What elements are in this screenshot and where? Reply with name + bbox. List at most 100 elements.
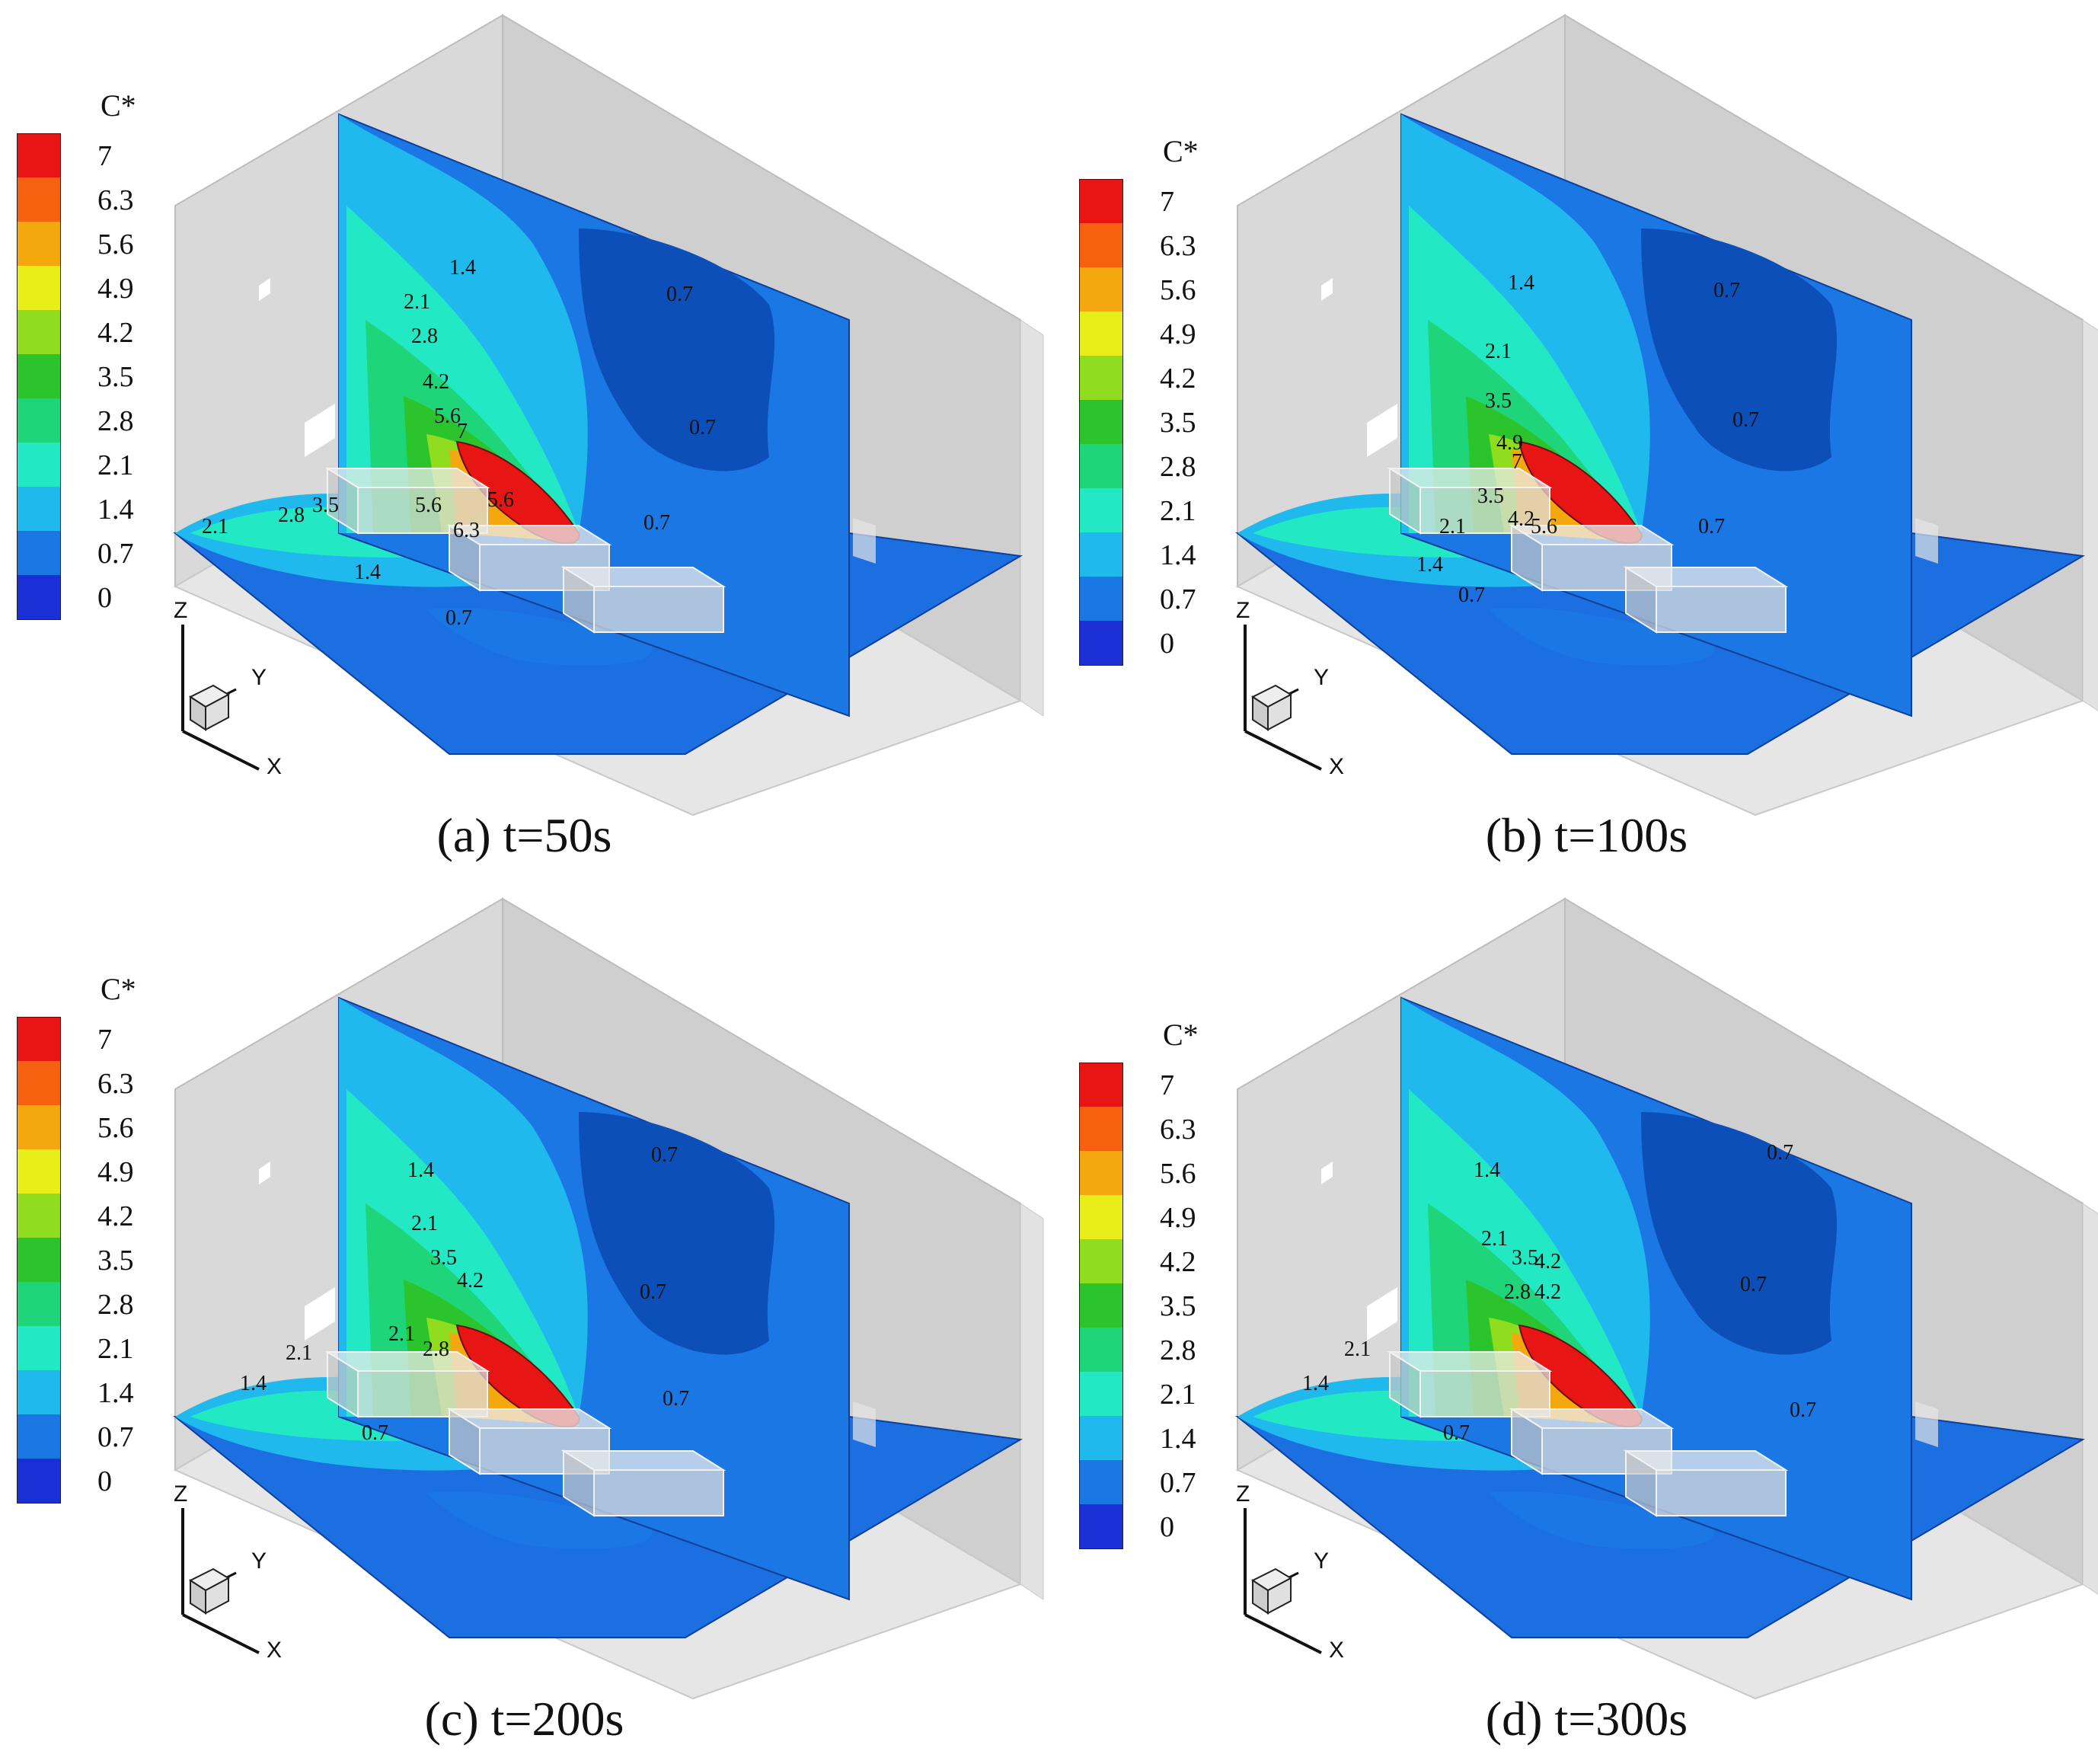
axis-triad [1244,625,1322,771]
legend-swatch [17,177,61,222]
contour-label: 0.7 [445,606,472,630]
legend-swatch [1079,356,1123,400]
axis-triad [181,625,260,771]
axis-label-y: Y [251,665,267,690]
contour-label: 1.4 [1302,1372,1329,1395]
legend-label: 3.5 [97,1245,134,1277]
equipment-block [1387,1350,1553,1418]
legend-label: 2.8 [97,1289,134,1321]
floor-region-0-7 [426,1491,653,1549]
contour-label: 4.9 [1496,431,1523,455]
equipment-block [324,467,490,535]
outlet-opening [1367,404,1397,457]
legend-label: 0.7 [97,538,134,570]
legend-label: 2.8 [1160,451,1196,483]
legend-swatch [1079,1239,1123,1283]
legend-label: 3.5 [1160,1290,1196,1322]
inlet-opening [259,278,270,301]
legend-swatch [17,1017,61,1062]
axis-label-z: Z [174,598,188,623]
contour-label: 4.2 [1508,507,1534,531]
axis-label-z: Z [1236,598,1250,623]
contour-label: 0.7 [362,1421,388,1445]
legend-swatch [17,575,61,620]
contour-label: 2.1 [388,1322,415,1346]
wall-region-0-7 [579,1112,775,1355]
wall-region-0-7 [1641,228,1838,471]
legend-swatch [17,1149,61,1194]
legend-swatch [1079,223,1123,267]
legend-label: 0.7 [1160,1467,1196,1499]
legend-swatch [1079,312,1123,356]
contour-label: 1.4 [1416,553,1443,577]
legend-swatch [17,310,61,354]
contour-label: 2.8 [278,503,305,527]
floor-region-0-7 [1489,608,1715,666]
contour-label: 5.6 [1531,515,1557,538]
axis-label-y: Y [251,1548,267,1574]
legend-swatch [17,531,61,575]
contour-label: 3.5 [1477,484,1504,508]
outlet-opening [305,404,335,457]
contour-label: 2.1 [286,1341,312,1365]
domain-3d-view: 1.42.13.54.973.54.25.62.11.40.70.70.70.7 [1235,14,2098,816]
panel-caption: (d) t=300s [1485,1692,1688,1746]
contour-label: 3.5 [1512,1246,1538,1270]
equipment-block [853,1401,876,1447]
axis-label-x: X [1329,1638,1345,1663]
equipment-block [853,518,876,564]
wall-region-0-7 [579,228,775,471]
legend-label: 4.9 [1160,1202,1196,1234]
legend-swatch [17,1282,61,1326]
floor-region-0-7 [426,608,653,666]
legend-label: 4.9 [1160,318,1196,350]
legend-swatch [1079,444,1123,488]
axis-label-x: X [267,754,283,779]
legend-swatch [17,398,61,443]
contour-panel: 1.4 2.1 2.8 4.2 5.6 7 5.6 6.3 5.6 3.5 2.8 2.1 1.4 0.7… [0,0,1049,880]
legend-label: 0 [97,1465,112,1497]
legend-label: 0.7 [97,1421,134,1453]
contour-label: 0.7 [1732,408,1759,432]
legend-swatch [17,1061,61,1105]
legend-label: 2.1 [1160,1379,1196,1411]
legend-label: 2.1 [97,1333,134,1365]
equipment-block [324,1350,490,1418]
legend-swatch [1079,179,1123,224]
contour-label: 0.7 [1790,1398,1816,1422]
legend-label: 5.6 [1160,1158,1196,1190]
legend-swatch [1079,1195,1123,1239]
contour-label: 4.2 [457,1269,484,1293]
legend-label: 1.4 [1160,1423,1196,1455]
legend-label: 6.3 [97,184,134,216]
contour-label: 1.4 [354,561,381,584]
legend-label: 7 [97,1024,112,1056]
legend-label: 6.3 [97,1068,134,1100]
contour-panel: 1.4 2.1 3.5 4.9 7 3.5 4.2 5.6 2.1 1.4 0.7 0.7 0.7 0.7… [1062,0,2098,880]
legend-swatch [17,1414,61,1459]
contour-label: 0.7 [1443,1421,1470,1445]
legend-title: C* [1163,1018,1199,1052]
contour-label: 2.1 [411,1212,438,1235]
legend-swatch [1079,1460,1123,1504]
contour-label: 1.4 [240,1372,267,1395]
contour-label: 0.7 [666,283,693,306]
legend-label: 0 [1160,1511,1174,1543]
contour-label: 0.7 [643,511,670,535]
legend-swatch [17,443,61,487]
contour-label: 2.1 [1439,515,1466,538]
legend-swatch [1079,577,1123,621]
contour-label: 3.5 [312,494,339,517]
legend-swatch [1079,621,1123,666]
domain-3d-view: 1.42.12.84.25.675.66.35.63.52.82.11.40.7… [173,14,1044,816]
contour-label: 7 [1512,450,1522,474]
legend-label: 4.2 [97,1200,134,1232]
contour-label: 0.7 [663,1387,689,1411]
inlet-opening [1321,278,1333,301]
equipment-block [1387,467,1553,535]
axis-triad [1244,1508,1322,1654]
axis-triad [181,1508,260,1654]
legend-swatch [1079,1416,1123,1460]
equipment-block [1915,1401,1938,1447]
contour-label: 1.4 [1508,271,1534,295]
